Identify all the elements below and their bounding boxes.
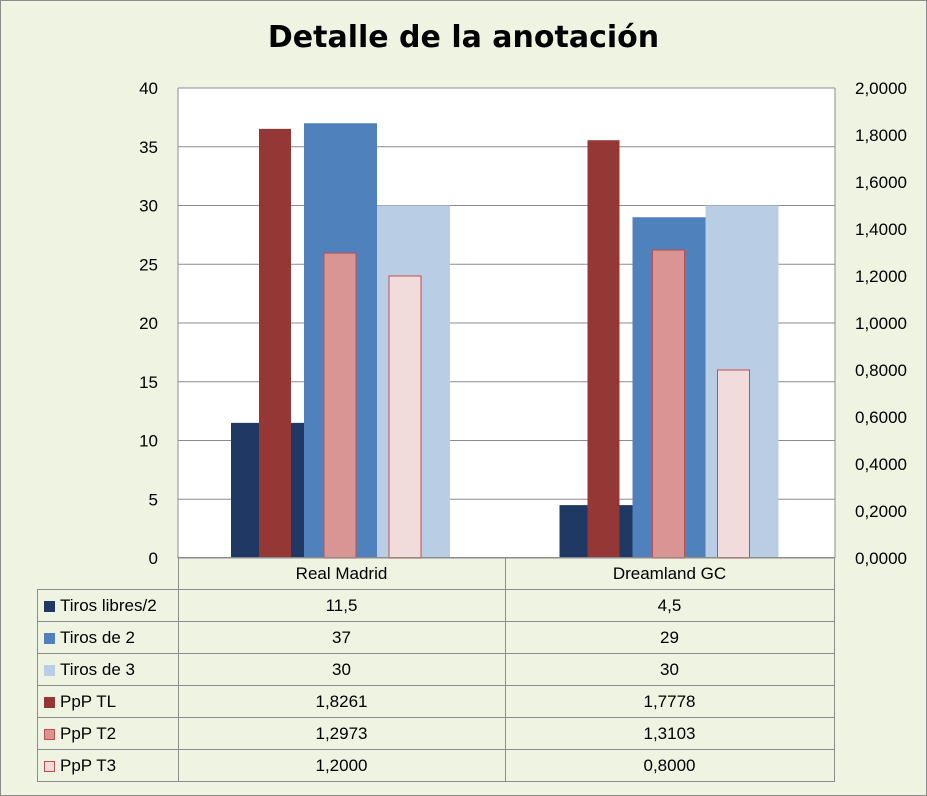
bar-ppp-t2: [652, 249, 685, 559]
y-right-tick-label: 0,0000: [855, 549, 907, 568]
legend-entry: PpP T2: [37, 717, 179, 750]
table-cell: 0,8000: [504, 749, 835, 782]
y-right-tick-label: 1,4000: [855, 220, 907, 239]
y-right-tick-label: 1,0000: [855, 314, 907, 333]
table-cell: 1,2000: [177, 749, 506, 782]
table-row: Tiros de 2 37 29: [37, 621, 835, 654]
legend-entry: Tiros libres/2: [37, 589, 179, 622]
table-cell: 4,5: [504, 589, 835, 622]
table-cell: 30: [177, 653, 506, 686]
table-cell: 30: [504, 653, 835, 686]
category-label: Dreamland GC: [504, 557, 835, 590]
y-right-tick-label: 0,2000: [855, 502, 907, 521]
table-cell: 37: [177, 621, 506, 654]
legend-label: PpP T2: [60, 723, 117, 743]
table-row: Tiros de 3 30 30: [37, 653, 835, 686]
table-cell: 11,5: [177, 589, 506, 622]
y-right-tick-label: 1,6000: [855, 173, 907, 192]
bars-right-axis: [259, 128, 750, 559]
y-left-tick-label: 40: [139, 79, 158, 98]
legend-label: Tiros de 3: [60, 659, 135, 679]
bar-ppp-t2: [323, 252, 357, 559]
table-row: Tiros libres/2 11,5 4,5: [37, 589, 835, 622]
legend-label: PpP TL: [60, 691, 117, 711]
y-right-tick-label: 2,0000: [855, 79, 907, 98]
table-row: PpP T2 1,2973 1,3103: [37, 717, 835, 750]
chart-title: Detalle de la anotación: [267, 20, 660, 55]
bar-ppp-t3: [717, 369, 750, 559]
y-right-tick-label: 0,8000: [855, 361, 907, 380]
legend-label: Tiros libres/2: [60, 595, 157, 615]
table-cell: 1,3103: [504, 717, 835, 750]
legend-label: Tiros de 2: [60, 627, 135, 647]
bar-ppp-tl: [587, 140, 620, 559]
y-left-tick-label: 20: [139, 314, 158, 333]
table-cell: 1,8261: [177, 685, 506, 718]
y-left-tick-label: 15: [139, 373, 158, 392]
y-right-tick-label: 0,6000: [855, 408, 907, 427]
table-cell: 29: [504, 621, 835, 654]
y-axis-right-ticks: 0,0000 0,2000 0,4000 0,6000 0,8000 1,0000 1,20…: [855, 79, 907, 568]
table-cell: 1,7778: [504, 685, 835, 718]
data-table: Real Madrid Dreamland GC Tiros libres/2 1…: [37, 557, 835, 782]
y-left-tick-label: 10: [139, 432, 158, 451]
bar-ppp-t3: [388, 275, 422, 559]
y-left-tick-label: 30: [139, 197, 158, 216]
y-left-tick-label: 35: [139, 138, 158, 157]
legend-entry: PpP T3: [37, 749, 179, 782]
y-right-tick-label: 1,2000: [855, 267, 907, 286]
y-right-tick-label: 0,4000: [855, 455, 907, 474]
legend-swatch: [44, 600, 55, 612]
y-left-tick-label: 5: [149, 490, 158, 509]
legend-swatch: [44, 728, 55, 740]
table-row: PpP T3 1,2000 0,8000: [37, 749, 835, 782]
y-left-tick-label: 25: [139, 255, 158, 274]
category-label: Real Madrid: [177, 557, 506, 590]
legend-entry: Tiros de 3: [37, 653, 179, 686]
legend-swatch: [44, 664, 55, 676]
legend-swatch: [44, 632, 55, 644]
legend-entry: Tiros de 2: [37, 621, 179, 654]
legend-swatch: [44, 696, 55, 708]
legend-label: PpP T3: [60, 755, 117, 775]
bar-ppp-tl: [259, 128, 291, 558]
legend-entry: PpP TL: [37, 685, 179, 718]
legend-swatch: [44, 760, 55, 772]
table-cell: 1,2973: [177, 717, 506, 750]
y-right-tick-label: 1,8000: [855, 126, 907, 145]
table-row: PpP TL 1,8261 1,7778: [37, 685, 835, 718]
